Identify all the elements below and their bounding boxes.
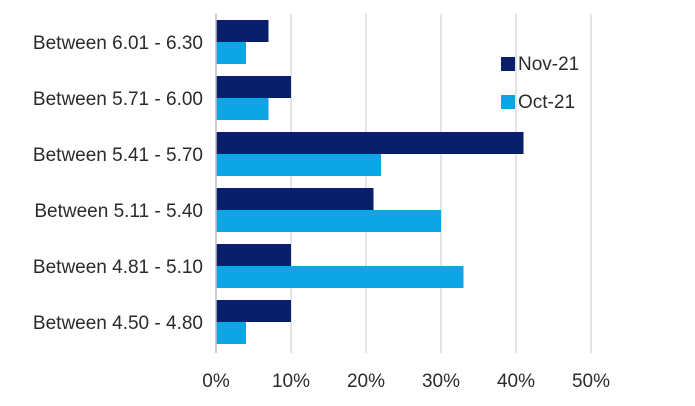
x-tick-label: 50%: [572, 371, 610, 392]
x-tick-label: 40%: [497, 371, 535, 392]
bar-nov-21-3: [216, 188, 374, 210]
bars: [216, 20, 524, 344]
legend-swatch-oct-21: [501, 95, 515, 109]
legend-label: Oct-21: [518, 92, 575, 113]
category-labels: Between 6.01 - 6.30 Between 5.71 - 6.00 Be…: [33, 33, 203, 334]
category-label: Between 5.11 - 5.40: [34, 201, 203, 222]
legend: Nov-21 Oct-21: [501, 54, 579, 113]
bar-oct-21-3: [216, 210, 441, 232]
bar-nov-21-0: [216, 20, 269, 42]
x-tick-label: 10%: [272, 371, 310, 392]
bar-nov-21-1: [216, 76, 291, 98]
category-label: Between 4.50 - 4.80: [33, 313, 203, 334]
category-label: Between 5.41 - 5.70: [33, 145, 203, 166]
bar-oct-21-0: [216, 42, 246, 64]
category-label: Between 6.01 - 6.30: [33, 33, 203, 54]
category-label: Between 4.81 - 5.10: [33, 257, 203, 278]
legend-swatch-nov-21: [501, 57, 515, 71]
bar-nov-21-5: [216, 300, 291, 322]
x-tick-label: 0%: [202, 371, 230, 392]
bar-oct-21-1: [216, 98, 269, 120]
x-tick-labels: 0% 10% 20% 30% 40% 50%: [202, 371, 610, 392]
bar-oct-21-2: [216, 154, 381, 176]
grid-lines: [290, 14, 592, 353]
bar-oct-21-5: [216, 322, 246, 344]
x-tick-label: 20%: [347, 371, 385, 392]
bar-oct-21-4: [216, 266, 464, 288]
bar-nov-21-4: [216, 244, 291, 266]
legend-label: Nov-21: [518, 54, 579, 75]
bar-nov-21-2: [216, 132, 524, 154]
x-tick-label: 30%: [422, 371, 460, 392]
category-label: Between 5.71 - 6.00: [33, 89, 203, 110]
